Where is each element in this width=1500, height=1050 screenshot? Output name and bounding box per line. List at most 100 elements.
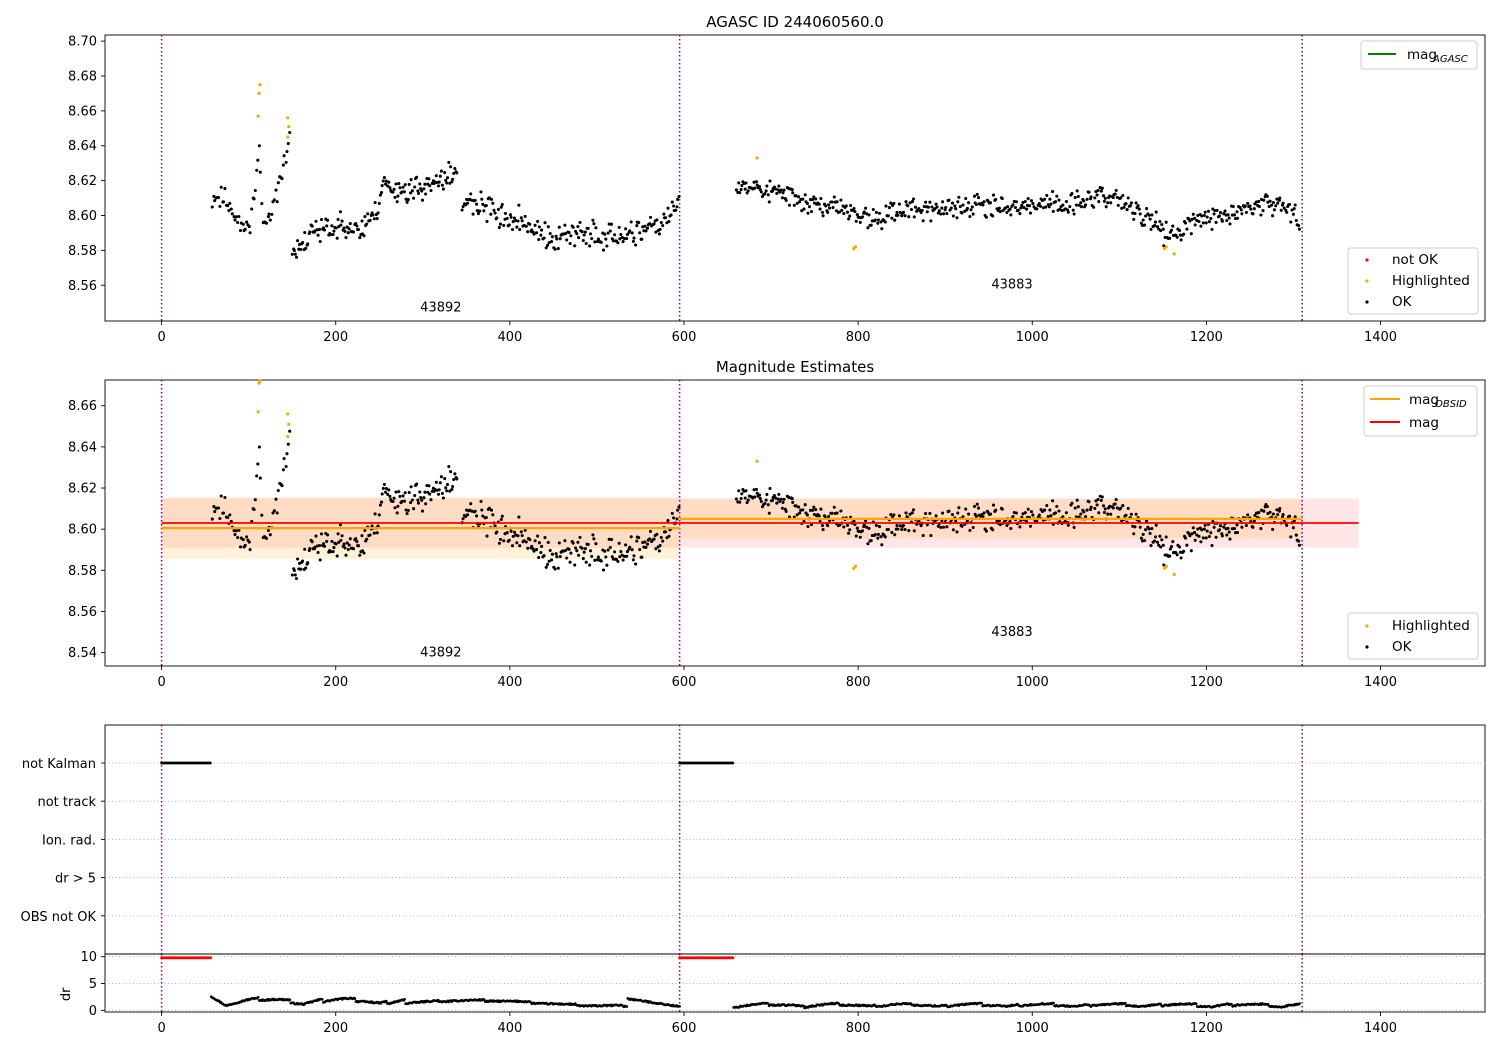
data-point-ok (964, 507, 968, 511)
data-point-ok (484, 515, 488, 520)
data-point-ok (1111, 506, 1115, 510)
data-point-ok (405, 512, 409, 516)
data-point-ok (578, 220, 582, 224)
x-tick-label: 1400 (1364, 1021, 1397, 1036)
data-point-ok (969, 208, 973, 212)
data-point-ok (1246, 513, 1250, 517)
legend-label-not-ok: not OK (1392, 252, 1439, 268)
data-point-ok (1259, 213, 1263, 217)
data-point-ok (1122, 205, 1126, 209)
x-tick-label: 1200 (1190, 1021, 1223, 1036)
data-point-ok (250, 207, 254, 211)
data-point-ok (1021, 512, 1025, 516)
data-point-ok (1200, 528, 1204, 532)
data-point-ok (290, 252, 294, 256)
data-point-ok (1124, 513, 1128, 517)
data-point-ok (395, 511, 399, 515)
data-point-ok (575, 232, 579, 236)
data-point-ok (666, 206, 670, 210)
data-point-ok (630, 231, 634, 235)
data-point-ok (879, 220, 883, 224)
data-point-ok (939, 525, 943, 529)
data-point-ok (512, 216, 517, 220)
data-point-ok (1209, 531, 1213, 535)
data-point-ok (247, 540, 251, 544)
data-point-ok (889, 513, 893, 517)
data-point-ok (415, 175, 419, 179)
data-point-ok (583, 230, 587, 234)
data-point-ok (901, 210, 906, 214)
data-point-ok (1011, 203, 1015, 207)
data-point-ok (1014, 200, 1018, 204)
data-point-ok (481, 202, 485, 206)
data-point-ok (319, 217, 324, 222)
data-point-ok (384, 179, 388, 183)
data-point-ok (573, 244, 577, 248)
data-point-highlighted (257, 381, 261, 385)
data-point-ok (803, 503, 807, 507)
data-point-ok (1005, 523, 1009, 528)
data-point-ok (929, 533, 933, 538)
data-point-ok (1131, 211, 1135, 215)
data-point-ok (895, 523, 899, 528)
data-point-ok (386, 492, 390, 496)
data-point-ok (877, 211, 882, 215)
data-point-ok (998, 210, 1002, 214)
data-point-ok (505, 216, 509, 220)
data-point-ok (1209, 216, 1213, 221)
data-point-ok (1243, 204, 1247, 208)
data-point-ok (1191, 212, 1195, 216)
data-point-ok (500, 202, 504, 207)
data-point-ok (304, 246, 308, 250)
data-point-ok (1141, 218, 1145, 222)
data-point-ok (248, 548, 252, 552)
data-point-ok (1074, 203, 1078, 207)
data-point-ok (835, 511, 839, 515)
data-point-ok (1157, 543, 1161, 547)
data-point-ok (539, 233, 543, 237)
data-point-ok (536, 219, 540, 223)
data-point-ok (1018, 212, 1022, 216)
data-point-ok (1188, 219, 1192, 223)
data-point-ok (1175, 235, 1179, 239)
data-point-ok (852, 519, 856, 523)
data-point-ok (1047, 205, 1051, 209)
data-point-ok (1070, 191, 1074, 196)
data-point-ok (234, 215, 238, 219)
data-point-highlighted (286, 116, 290, 120)
data-point-ok (380, 184, 384, 188)
data-point-ok (605, 563, 609, 567)
data-point-ok (449, 470, 453, 474)
data-point-ok (739, 496, 743, 501)
data-point-ok (824, 204, 828, 208)
data-point-ok (858, 220, 862, 224)
data-point-ok (1212, 525, 1216, 529)
data-point-ok (1087, 500, 1091, 504)
data-point-ok (1217, 528, 1222, 532)
data-point-ok (258, 170, 262, 174)
data-point-ok (1154, 210, 1158, 214)
data-point-ok (991, 503, 996, 507)
data-point-ok (495, 530, 499, 534)
data-point-ok (378, 193, 382, 197)
data-point-ok (533, 539, 537, 543)
data-point-ok (306, 242, 310, 246)
data-point-ok (420, 198, 425, 202)
dr-not-tracked-point (731, 956, 735, 960)
x-tick-label: 1000 (1016, 1021, 1049, 1036)
data-point-ok (934, 514, 938, 518)
data-point-ok (838, 523, 842, 527)
data-point-ok (491, 513, 495, 517)
data-point-ok (1235, 523, 1239, 527)
data-point-ok (657, 549, 661, 553)
dr-point (625, 1005, 629, 1008)
data-point-ok (744, 489, 748, 493)
data-point-ok (275, 200, 279, 204)
data-point-ok (1239, 208, 1243, 212)
data-point-ok (455, 477, 459, 481)
data-point-ok (216, 506, 221, 510)
data-point-highlighted (286, 412, 290, 416)
data-point-ok (420, 509, 425, 513)
data-point-ok (1248, 204, 1252, 208)
data-point-ok (581, 557, 585, 561)
